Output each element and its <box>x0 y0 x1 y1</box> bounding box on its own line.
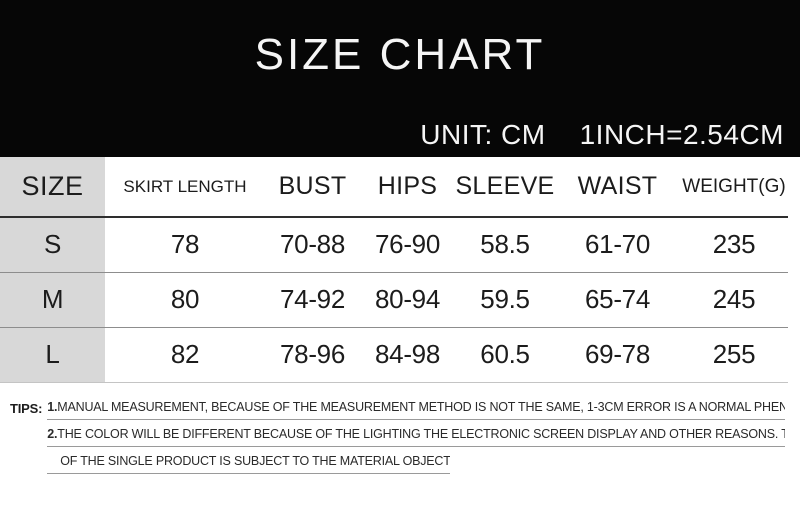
unit-note: UNIT: CM <box>420 119 546 150</box>
cell-hips: 80-94 <box>375 284 440 314</box>
table-header-row: SIZE SKIRT LENGTH BUST HIPS SLEEVE WAIST… <box>0 157 788 217</box>
table-row-s: S 78 70-88 76-90 58.5 61-70 235 <box>0 217 788 272</box>
tip-line-3: OF THE SINGLE PRODUCT IS SUBJECT TO THE … <box>47 454 451 474</box>
size-label: M <box>0 272 105 327</box>
cell-skirt-length: 78 <box>170 229 200 260</box>
cell-sleeve: 59.5 <box>480 284 530 314</box>
cell-sleeve: 60.5 <box>480 339 530 369</box>
cell-skirt-length: 82 <box>170 339 200 369</box>
cell-weight: 245 <box>712 284 756 314</box>
tip-text: MANUAL MEASUREMENT, BECAUSE OF THE MEASU… <box>57 400 786 414</box>
cell-bust: 78-96 <box>280 339 345 369</box>
unit-row: UNIT: CM 1INCH=2.54CM <box>420 119 784 151</box>
size-table: SIZE SKIRT LENGTH BUST HIPS SLEEVE WAIST… <box>0 157 788 383</box>
tips-lines: 1.MANUAL MEASUREMENT, BECAUSE OF THE MEA… <box>47 400 786 481</box>
cell-waist: 65-74 <box>585 284 650 314</box>
header-size: SIZE <box>0 157 105 217</box>
tip-number: 2. <box>47 427 58 441</box>
cell-weight: 235 <box>712 229 756 260</box>
tips-section: TIPS: 1.MANUAL MEASUREMENT, BECAUSE OF T… <box>10 400 788 481</box>
table-row-l: L 82 78-96 84-98 60.5 69-78 255 <box>0 327 788 382</box>
cell-weight: 255 <box>712 339 756 369</box>
header-weight: WEIGHT(G) <box>682 175 786 197</box>
table-row-m: M 80 74-92 80-94 59.5 65-74 245 <box>0 272 788 327</box>
cell-bust: 74-92 <box>280 284 345 314</box>
header-sleeve: SLEEVE <box>455 172 555 200</box>
conversion-note: 1INCH=2.54CM <box>579 119 784 150</box>
header-skirt-length: SKIRT LENGTH <box>123 176 247 196</box>
page-title: SIZE CHART <box>254 30 546 79</box>
header-waist: WAIST <box>577 172 658 200</box>
header-bust: BUST <box>278 172 347 200</box>
cell-waist: 69-78 <box>585 339 650 369</box>
cell-hips: 84-98 <box>375 339 440 369</box>
cell-sleeve: 58.5 <box>480 229 530 260</box>
cell-waist: 61-70 <box>585 229 650 260</box>
cell-skirt-length: 80 <box>170 284 200 314</box>
tip-number: 1. <box>47 400 58 414</box>
cell-hips: 76-90 <box>375 229 440 260</box>
tip-line-2: 2.THE COLOR WILL BE DIFFERENT BECAUSE OF… <box>47 427 786 447</box>
size-label: L <box>0 327 105 382</box>
tip-text: OF THE SINGLE PRODUCT IS SUBJECT TO THE … <box>60 454 451 468</box>
cell-bust: 70-88 <box>280 229 345 260</box>
size-label: S <box>0 217 105 272</box>
header-hips: HIPS <box>377 172 438 200</box>
tip-line-1: 1.MANUAL MEASUREMENT, BECAUSE OF THE MEA… <box>47 400 786 420</box>
banner: SIZE CHART UNIT: CM 1INCH=2.54CM <box>0 0 800 157</box>
tips-label: TIPS: <box>10 401 43 416</box>
tip-text: THE COLOR WILL BE DIFFERENT BECAUSE OF T… <box>57 427 786 441</box>
